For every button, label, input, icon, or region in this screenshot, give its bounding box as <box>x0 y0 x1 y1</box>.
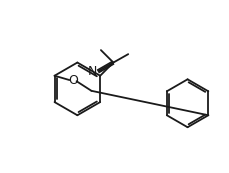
Text: O: O <box>68 74 78 86</box>
Text: N: N <box>88 65 97 78</box>
